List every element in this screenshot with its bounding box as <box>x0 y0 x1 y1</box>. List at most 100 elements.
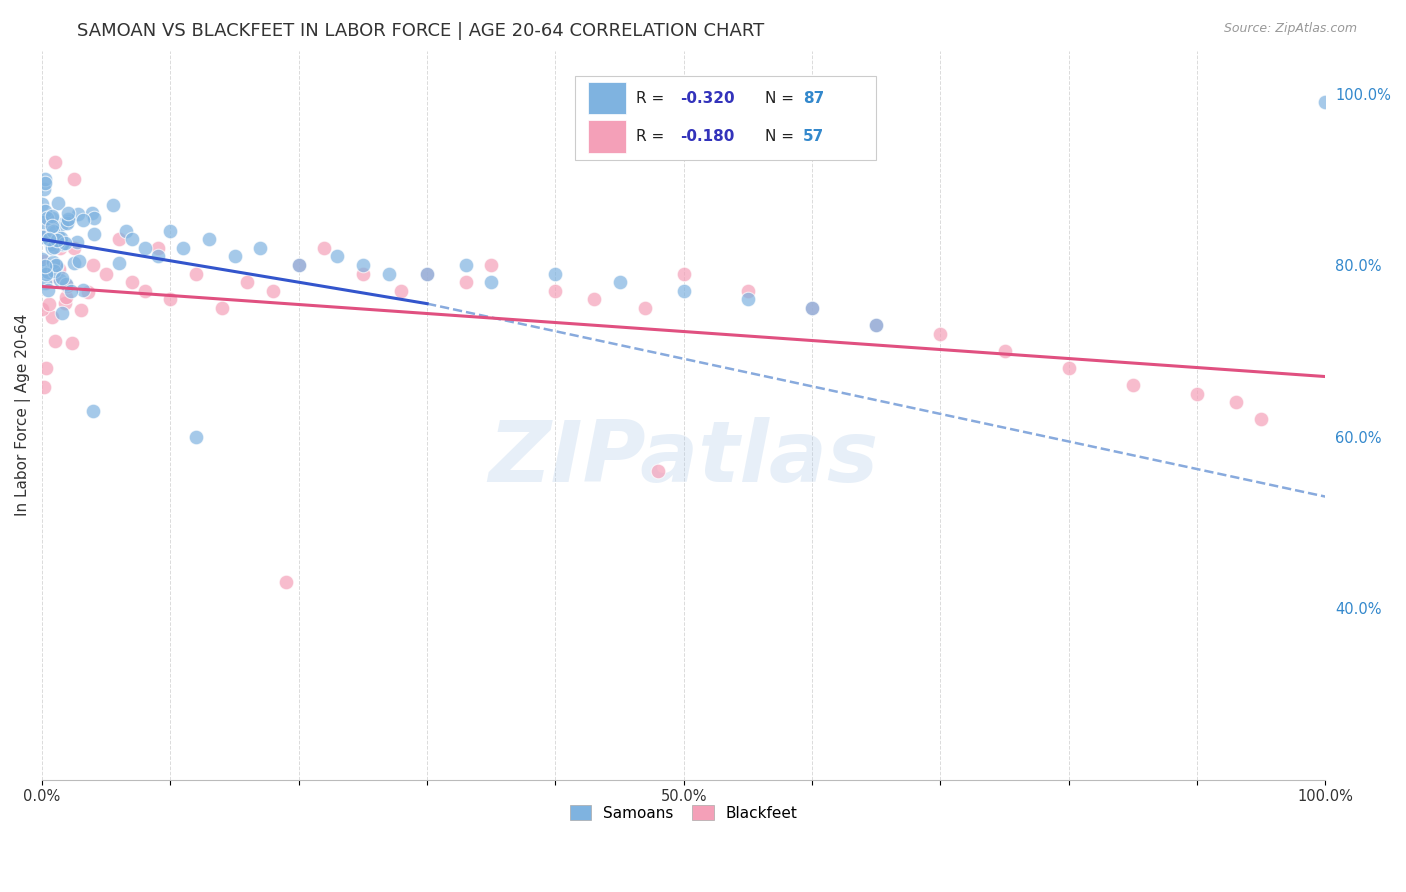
Blackfeet <box>314 241 336 255</box>
Samoans <box>45 259 67 273</box>
Text: 57: 57 <box>803 129 824 145</box>
Samoans <box>224 250 246 264</box>
Samoans <box>172 241 194 255</box>
Samoans <box>31 215 53 229</box>
Samoans <box>46 235 69 249</box>
Samoans <box>72 212 94 227</box>
Blackfeet <box>31 301 53 316</box>
Blackfeet <box>352 267 374 281</box>
Samoans <box>146 250 169 264</box>
Blackfeet <box>1122 378 1144 392</box>
Text: -0.320: -0.320 <box>681 91 734 105</box>
Blackfeet <box>184 267 207 281</box>
Text: SAMOAN VS BLACKFEET IN LABOR FORCE | AGE 20-64 CORRELATION CHART: SAMOAN VS BLACKFEET IN LABOR FORCE | AGE… <box>77 22 765 40</box>
Blackfeet <box>274 575 297 590</box>
Samoans <box>114 224 136 238</box>
Blackfeet <box>262 284 284 298</box>
Blackfeet <box>1057 361 1080 376</box>
Blackfeet <box>56 279 79 293</box>
Text: R =: R = <box>637 129 669 145</box>
Samoans <box>121 232 143 246</box>
Blackfeet <box>737 284 759 298</box>
Blackfeet <box>236 275 259 289</box>
Blackfeet <box>96 267 118 281</box>
Blackfeet <box>544 284 567 298</box>
FancyBboxPatch shape <box>575 76 876 160</box>
Samoans <box>55 277 77 291</box>
Blackfeet <box>634 301 657 315</box>
Text: R =: R = <box>637 91 669 105</box>
Blackfeet <box>929 326 952 341</box>
Samoans <box>56 214 79 228</box>
Blackfeet <box>391 284 413 298</box>
Samoans <box>72 283 94 297</box>
Samoans <box>41 255 63 269</box>
Y-axis label: In Labor Force | Age 20-64: In Labor Force | Age 20-64 <box>15 314 31 516</box>
Samoans <box>83 227 105 241</box>
Text: Source: ZipAtlas.com: Source: ZipAtlas.com <box>1223 22 1357 36</box>
Samoans <box>82 206 104 220</box>
Blackfeet <box>121 275 143 289</box>
Samoans <box>416 267 439 281</box>
Samoans <box>609 275 631 289</box>
Samoans <box>48 235 70 250</box>
Samoans <box>198 232 221 246</box>
FancyBboxPatch shape <box>588 82 626 114</box>
Samoans <box>34 204 56 219</box>
Text: N =: N = <box>765 129 799 145</box>
Blackfeet <box>63 241 86 255</box>
Blackfeet <box>38 213 60 227</box>
Samoans <box>479 275 502 289</box>
Samoans <box>51 236 73 251</box>
Samoans <box>67 206 90 220</box>
Samoans <box>42 224 65 238</box>
Legend: Samoans, Blackfeet: Samoans, Blackfeet <box>564 799 804 827</box>
Blackfeet <box>416 267 439 281</box>
Samoans <box>377 267 399 281</box>
Blackfeet <box>38 296 60 310</box>
Samoans <box>101 198 124 212</box>
Samoans <box>51 271 73 285</box>
Blackfeet <box>647 464 669 478</box>
Blackfeet <box>801 301 824 315</box>
Samoans <box>56 216 79 230</box>
Blackfeet <box>63 172 86 186</box>
Samoans <box>35 211 58 226</box>
Samoans <box>45 259 67 273</box>
Samoans <box>51 306 73 320</box>
Blackfeet <box>211 301 233 315</box>
Samoans <box>134 241 156 255</box>
Samoans <box>52 237 75 252</box>
Blackfeet <box>53 295 76 310</box>
Blackfeet <box>1250 412 1272 426</box>
Samoans <box>544 267 567 281</box>
Samoans <box>287 258 309 272</box>
Samoans <box>38 232 60 246</box>
Samoans <box>41 219 63 233</box>
Samoans <box>865 318 887 332</box>
Samoans <box>737 293 759 307</box>
Samoans <box>31 252 53 266</box>
Samoans <box>52 235 75 249</box>
Samoans <box>34 259 56 273</box>
Samoans <box>83 211 105 225</box>
Samoans <box>35 267 58 281</box>
Samoans <box>326 250 349 264</box>
Samoans <box>249 241 271 255</box>
Text: N =: N = <box>765 91 799 105</box>
Blackfeet <box>44 334 66 348</box>
Blackfeet <box>672 267 695 281</box>
Samoans <box>42 264 65 278</box>
Samoans <box>34 171 56 186</box>
Samoans <box>801 301 824 315</box>
Blackfeet <box>134 284 156 298</box>
Text: 87: 87 <box>803 91 824 105</box>
Samoans <box>44 225 66 239</box>
Samoans <box>53 235 76 250</box>
Text: ZIPatlas: ZIPatlas <box>489 417 879 500</box>
Blackfeet <box>70 302 93 317</box>
Text: -0.180: -0.180 <box>681 129 734 145</box>
Samoans <box>45 233 67 247</box>
Samoans <box>39 237 62 252</box>
Samoans <box>51 217 73 231</box>
